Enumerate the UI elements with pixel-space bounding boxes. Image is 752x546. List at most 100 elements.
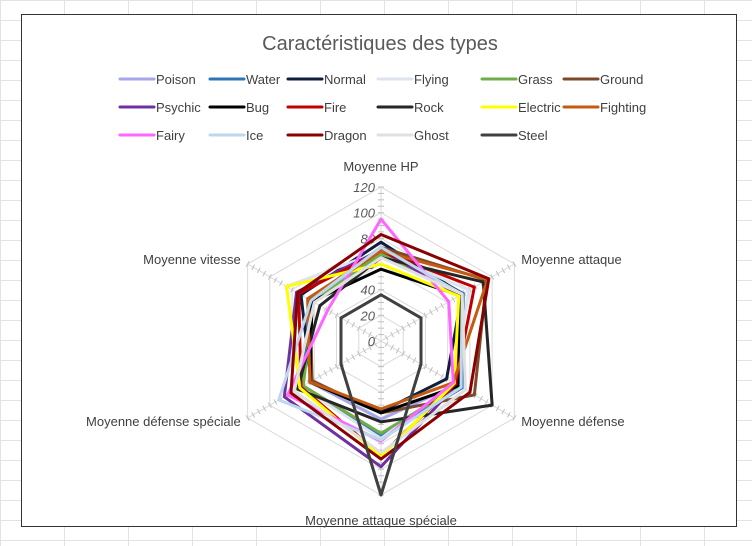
legend-entry-normal[interactable]: Normal: [324, 72, 366, 87]
series-steel[interactable]: [339, 293, 423, 497]
axis-label-moyenne-attaque-speciale: Moyenne attaque spéciale: [305, 513, 457, 528]
axis-tick-mark: [251, 411, 256, 418]
axis-tick-mark: [262, 405, 267, 412]
radar-chart: Caractéristiques des types Poison Water No…: [86, 33, 646, 528]
axis-tick-mark: [279, 280, 283, 287]
axis-tick-mark: [256, 267, 261, 274]
axis-tick-mark: [251, 264, 256, 271]
axis-tick-mark: [345, 318, 350, 325]
axis-tick-mark: [267, 402, 272, 409]
chart-area[interactable]: Caractéristiques des types Poison Water No…: [21, 14, 737, 528]
legend: Poison Water Normal Flying Grass Ground Psychi…: [118, 72, 646, 143]
axis-tick-mark: [412, 318, 417, 325]
axis-tick-mark: [362, 347, 367, 354]
axis-tick-mark: [367, 331, 372, 338]
axis-label-moyenne-defense: Moyenne défense: [521, 414, 624, 429]
axis-tick-mark: [401, 350, 406, 357]
axis-tick-mark: [484, 399, 489, 405]
axis-tick-mark: [512, 415, 517, 421]
legend-entry-ground[interactable]: Ground: [600, 72, 643, 87]
axis-tick-mark: [362, 328, 367, 335]
axis-tick-mark: [434, 370, 439, 376]
axis-tick-mark: [512, 261, 517, 267]
axis-tick-mark: [351, 322, 356, 328]
axis-tick-mark: [273, 277, 278, 283]
axis-tick-mark: [384, 341, 389, 348]
axis-tick-mark: [329, 309, 333, 315]
axis-tick-mark: [495, 405, 500, 412]
legend-entry-fire[interactable]: Fire: [324, 100, 346, 115]
axis-tick-mark: [490, 273, 495, 280]
axis-tick-mark: [479, 395, 483, 402]
axis-tick-mark: [345, 357, 350, 364]
axis-tick-mark: [245, 261, 250, 267]
axis-tick-mark: [356, 325, 361, 332]
axis-tick-mark: [440, 302, 445, 309]
axis-tick-mark: [451, 296, 456, 303]
radial-tick-label: 120: [353, 180, 375, 195]
series-electric[interactable]: [285, 262, 461, 458]
axis-tick-mark: [390, 331, 395, 338]
series-ghost[interactable]: [292, 256, 467, 455]
axis-tick-mark: [423, 312, 428, 319]
axis-tick-mark: [423, 363, 428, 370]
legend-entry-steel[interactable]: Steel: [518, 128, 548, 143]
axis-tick-mark: [384, 334, 389, 341]
radial-tick-label: 40: [361, 283, 376, 298]
axis-tick-mark: [506, 264, 511, 271]
legend-entry-water[interactable]: Water: [246, 72, 281, 87]
radial-tick-label: 20: [360, 308, 376, 323]
axis-tick-mark: [256, 408, 261, 415]
legend-entry-psychic[interactable]: Psychic: [156, 100, 201, 115]
axis-tick-mark: [406, 322, 411, 328]
legend-entry-electric[interactable]: Electric: [518, 100, 561, 115]
legend-entry-flying[interactable]: Flying: [414, 72, 449, 87]
legend-entry-bug[interactable]: Bug: [246, 100, 269, 115]
axis-tick-mark: [356, 350, 361, 357]
axis-label-moyenne-defense-speciale: Moyenne défense spéciale: [86, 414, 241, 429]
axis-tick-mark: [273, 399, 278, 405]
axis-tick-mark: [506, 411, 511, 418]
axis-tick-mark: [406, 354, 411, 360]
axis-tick-mark: [501, 267, 506, 274]
axis-tick-mark: [351, 354, 356, 360]
legend-entry-ghost[interactable]: Ghost: [414, 128, 449, 143]
series-dragon[interactable]: [289, 232, 491, 461]
axis-tick-mark: [412, 357, 417, 364]
axis-tick-mark: [267, 273, 272, 280]
axis-tick-mark: [290, 286, 295, 293]
legend-entry-poison[interactable]: Poison: [156, 72, 196, 87]
axis-tick-mark: [334, 312, 339, 319]
legend-entry-grass[interactable]: Grass: [518, 72, 553, 87]
legend-entry-ice[interactable]: Ice: [246, 128, 263, 143]
axis-tick-mark: [390, 344, 395, 351]
radial-tick-label: 100: [353, 206, 375, 221]
legend-entry-fighting[interactable]: Fighting: [600, 100, 646, 115]
axis-tick-mark: [367, 344, 372, 351]
axis-tick-mark: [262, 270, 267, 277]
axis-tick-mark: [429, 309, 433, 315]
axis-tick-mark: [495, 270, 500, 277]
axis-tick-mark: [434, 306, 439, 312]
legend-entry-rock[interactable]: Rock: [414, 100, 444, 115]
axis-label-moyenne-attaque: Moyenne attaque: [521, 252, 621, 267]
radial-tick-label: 0: [368, 334, 376, 349]
axis-tick-mark: [329, 367, 333, 373]
legend-entry-dragon[interactable]: Dragon: [324, 128, 367, 143]
chart-title: Caractéristiques des types: [262, 33, 498, 55]
axis-tick-mark: [323, 370, 328, 376]
legend-entry-fairy[interactable]: Fairy: [156, 128, 185, 143]
axis-tick-mark: [395, 347, 400, 354]
axis-tick-mark: [501, 408, 506, 415]
axis-tick-mark: [429, 367, 433, 373]
axis-tick-mark: [373, 341, 378, 348]
series-rock[interactable]: [296, 256, 494, 424]
axis-label-moyenne-vitesse: Moyenne vitesse: [143, 252, 241, 267]
axis-tick-mark: [395, 328, 400, 335]
axis-tick-mark: [323, 306, 328, 312]
axis-tick-mark: [317, 373, 322, 380]
series-group: [277, 217, 494, 497]
axis-tick-mark: [334, 363, 339, 370]
axis-tick-mark: [245, 415, 250, 421]
axis-tick-mark: [373, 334, 378, 341]
